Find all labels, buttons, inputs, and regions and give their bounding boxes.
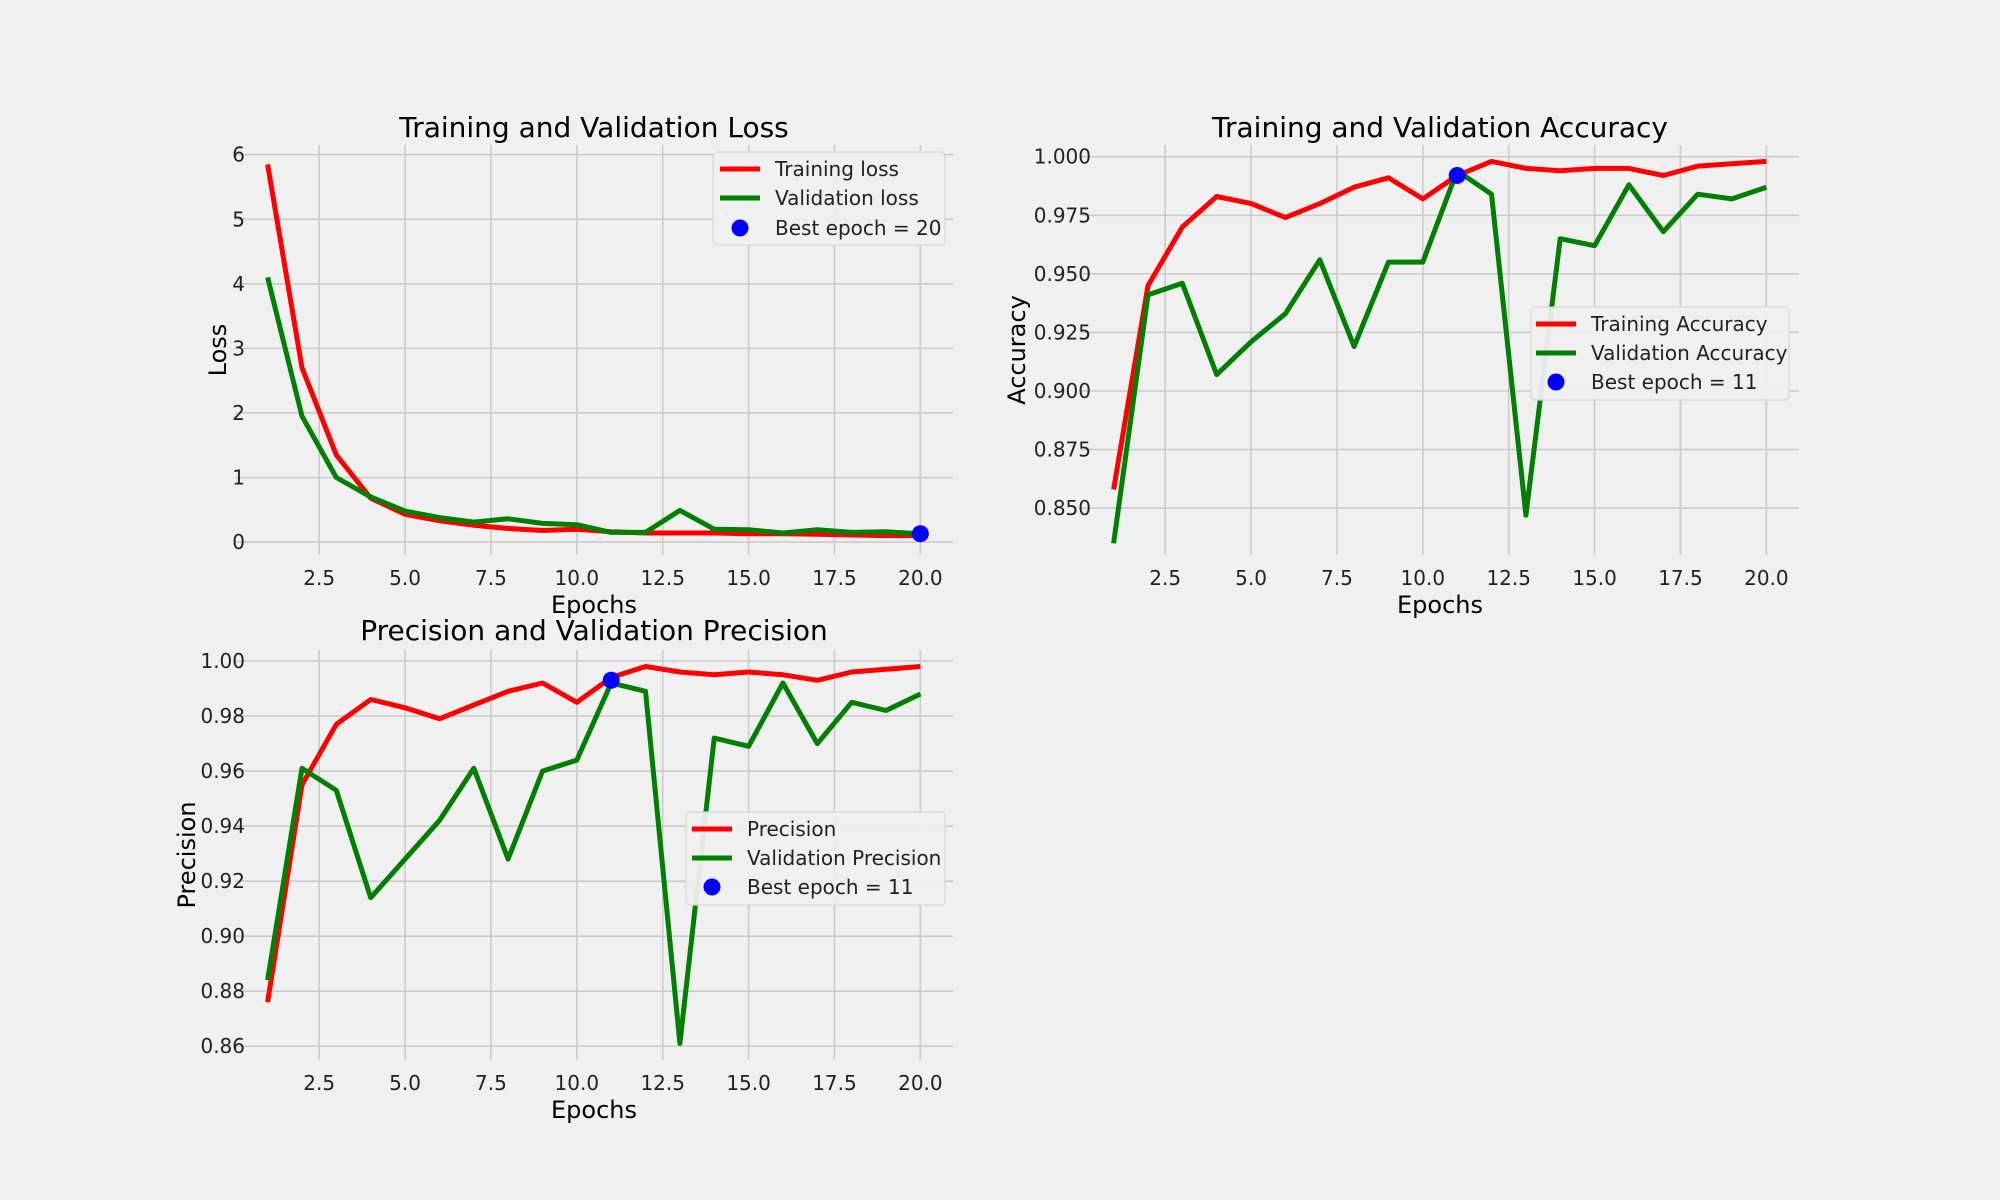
precision-series-validation-precision xyxy=(265,680,922,1046)
loss-series-validation-loss xyxy=(265,276,921,537)
precision-legend-box xyxy=(685,811,946,906)
accuracy-x-tick-label: 5.0 xyxy=(1235,566,1267,590)
accuracy-legend-label-training-accuracy: Training Accuracy xyxy=(1590,312,1768,336)
precision-x-tick-label: 17.5 xyxy=(812,1071,857,1095)
accuracy-best-epoch-point xyxy=(1448,166,1466,184)
precision-y-tick-label: 0.92 xyxy=(200,869,245,893)
precision-y-tick-label: 0.94 xyxy=(200,814,245,838)
precision-x-tick-label: 15.0 xyxy=(726,1071,771,1095)
accuracy-x-axis-label: Epochs xyxy=(1397,591,1483,619)
precision-legend-label-precision: Precision xyxy=(747,817,836,841)
loss-legend-label-best-epoch: Best epoch = 20 xyxy=(775,216,941,240)
accuracy-x-tick-label: 7.5 xyxy=(1321,566,1353,590)
precision-x-tick-label: 7.5 xyxy=(475,1071,507,1095)
loss-y-axis-label: Loss xyxy=(204,324,232,377)
loss-x-tick-label: 20.0 xyxy=(898,566,943,590)
loss-y-tick-label: 6 xyxy=(232,143,245,167)
loss-x-tick-label: 10.0 xyxy=(555,566,600,590)
loss-x-tick-label: 17.5 xyxy=(812,566,857,590)
loss-y-tick-label: 1 xyxy=(232,466,245,490)
accuracy-y-tick-label: 1.000 xyxy=(1034,145,1091,169)
accuracy-x-tick-label: 10.0 xyxy=(1401,566,1446,590)
precision-legend-best-epoch-marker xyxy=(703,878,721,896)
precision-x-axis-label: Epochs xyxy=(551,1096,637,1124)
loss-x-tick-label: 5.0 xyxy=(389,566,421,590)
precision-legend-label-validation-precision: Validation Precision xyxy=(747,846,941,870)
loss-x-axis-label: Epochs xyxy=(551,591,637,619)
accuracy-y-tick-label: 0.950 xyxy=(1034,262,1091,286)
precision-series-precision xyxy=(265,664,921,1003)
precision-legend-label-best-epoch: Best epoch = 11 xyxy=(747,875,913,899)
loss-chart-title: Training and Validation Loss xyxy=(398,111,789,144)
accuracy-y-tick-label: 0.900 xyxy=(1034,379,1091,403)
accuracy-legend-best-epoch-marker xyxy=(1547,373,1565,391)
precision-chart: 2.5 5.0 7.5 10.0 12.5 15.0 17.5 20.0 0.86 0.88 0.9… xyxy=(173,614,953,1124)
accuracy-x-tick-label: 15.0 xyxy=(1572,566,1617,590)
precision-y-tick-label: 0.90 xyxy=(200,924,245,948)
accuracy-legend-label-best-epoch: Best epoch = 11 xyxy=(1591,370,1757,394)
precision-x-tick-label: 10.0 xyxy=(555,1071,600,1095)
precision-chart-title: Precision and Validation Precision xyxy=(360,614,828,647)
accuracy-series-validation-accuracy xyxy=(1111,168,1768,544)
loss-legend-best-epoch-marker xyxy=(731,219,749,237)
accuracy-chart-title: Training and Validation Accuracy xyxy=(1211,111,1668,144)
accuracy-legend-label-validation-accuracy: Validation Accuracy xyxy=(1591,341,1788,365)
loss-y-tick-label: 3 xyxy=(232,336,245,360)
accuracy-legend-box xyxy=(1530,306,1790,401)
accuracy-y-axis-label: Accuracy xyxy=(1003,295,1031,405)
accuracy-x-tick-label: 17.5 xyxy=(1658,566,1703,590)
loss-y-tick-label: 4 xyxy=(232,272,245,296)
precision-x-tick-label: 20.0 xyxy=(898,1071,943,1095)
loss-x-tick-label: 12.5 xyxy=(640,566,685,590)
loss-x-tick-label: 7.5 xyxy=(475,566,507,590)
loss-x-tick-label: 2.5 xyxy=(303,566,335,590)
precision-y-tick-label: 0.86 xyxy=(200,1034,245,1058)
accuracy-y-tick-label: 0.925 xyxy=(1034,320,1091,344)
accuracy-legend: Training Accuracy Validation Accuracy Best… xyxy=(1530,306,1790,401)
accuracy-y-tick-label: 0.875 xyxy=(1034,438,1091,462)
accuracy-series-training-accuracy xyxy=(1111,158,1767,490)
loss-x-tick-label: 15.0 xyxy=(726,566,771,590)
precision-legend: Precision Validation Precision Best epoch … xyxy=(685,811,946,906)
precision-x-tick-label: 5.0 xyxy=(389,1071,421,1095)
accuracy-y-tick-label: 0.975 xyxy=(1034,203,1091,227)
loss-y-tick-label: 5 xyxy=(232,207,245,231)
accuracy-x-tick-label: 20.0 xyxy=(1744,566,1789,590)
loss-legend-label-training-loss: Training loss xyxy=(774,157,899,181)
loss-legend: Training loss Validation loss Best epoch =… xyxy=(712,151,946,246)
loss-best-epoch-point xyxy=(911,525,929,543)
loss-y-tick-label: 2 xyxy=(232,401,245,425)
precision-y-tick-label: 1.00 xyxy=(200,649,245,673)
loss-chart: 2.5 5.0 7.5 10.0 12.5 15.0 17.5 20.0 0 1 2 3 4 5 6 Trai… xyxy=(204,111,953,619)
precision-y-tick-label: 0.96 xyxy=(200,759,245,783)
accuracy-x-tick-label: 12.5 xyxy=(1486,566,1531,590)
precision-y-tick-label: 0.98 xyxy=(200,704,245,728)
precision-x-tick-label: 2.5 xyxy=(303,1071,335,1095)
precision-best-epoch-point xyxy=(602,671,620,689)
loss-legend-label-validation-loss: Validation loss xyxy=(775,186,919,210)
precision-y-axis-label: Precision xyxy=(173,801,201,908)
accuracy-chart: 2.5 5.0 7.5 10.0 12.5 15.0 17.5 20.0 0.850 0.875 0… xyxy=(1003,111,1799,619)
accuracy-x-tick-label: 2.5 xyxy=(1149,566,1181,590)
precision-x-tick-label: 12.5 xyxy=(640,1071,685,1095)
loss-legend-box xyxy=(712,151,946,246)
accuracy-y-tick-label: 0.850 xyxy=(1034,496,1091,520)
precision-y-tick-label: 0.88 xyxy=(200,979,245,1003)
loss-y-tick-label: 0 xyxy=(232,530,245,554)
